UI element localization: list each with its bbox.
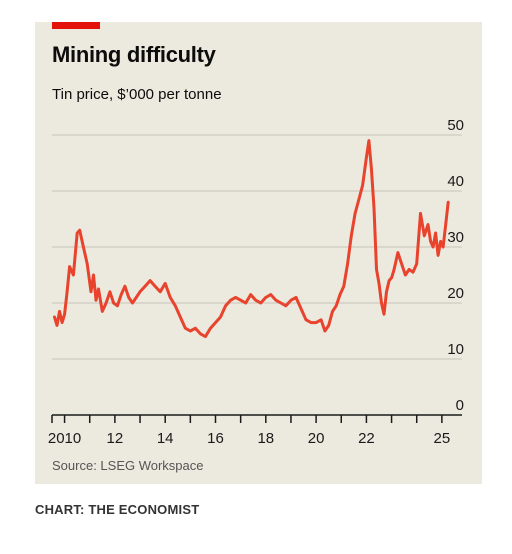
source-note: Source: LSEG Workspace [52, 458, 204, 473]
series-line-0 [53, 139, 450, 339]
chart-panel [35, 22, 482, 484]
x-tick-label-2010: 2010 [48, 430, 81, 447]
gridlines [52, 134, 462, 360]
y-tick-label-40: 40 [447, 173, 464, 190]
y-tick-label-20: 20 [447, 285, 464, 302]
y-tick-label-10: 10 [447, 341, 464, 358]
y-tick-label-0: 0 [456, 397, 464, 414]
series-layer [53, 139, 450, 339]
x-tick-label-12: 12 [107, 430, 124, 447]
x-tick-label-16: 16 [207, 430, 224, 447]
brand-accent-bar [52, 22, 100, 29]
y-axis-labels: 0 10 20 30 40 50 [447, 117, 464, 414]
chart-title: Mining difficulty [52, 42, 216, 67]
x-tick-label-18: 18 [257, 430, 274, 447]
y-tick-label-50: 50 [447, 117, 464, 134]
x-tick-label-22: 22 [358, 430, 375, 447]
x-tick-label-25: 25 [434, 430, 451, 447]
x-tick-label-20: 20 [308, 430, 325, 447]
chart-credit: CHART: THE ECONOMIST [35, 502, 200, 517]
chart-subtitle: Tin price, $’000 per tonne [52, 86, 222, 103]
y-tick-label-30: 30 [447, 229, 464, 246]
x-tick-label-14: 14 [157, 430, 174, 447]
x-axis: 2010 12 14 16 18 20 22 25 [48, 414, 462, 447]
